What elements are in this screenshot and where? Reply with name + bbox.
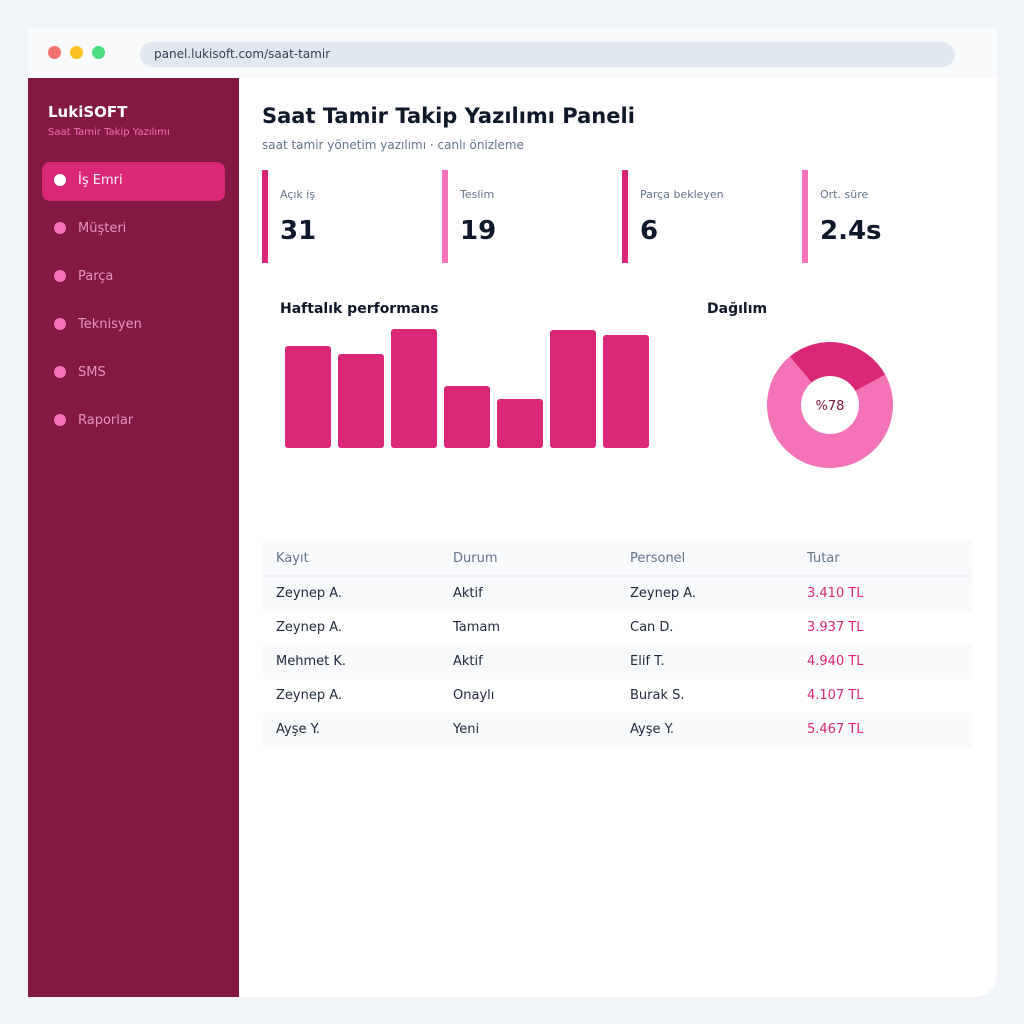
nav-dot-icon — [54, 318, 66, 330]
address-bar[interactable]: panel.lukisoft.com/saat-tamir — [140, 42, 955, 67]
donut-slice-1 — [789, 342, 886, 392]
kpi-value: 2.4s — [820, 216, 882, 246]
table-header-cell[interactable]: Durum — [453, 551, 498, 566]
browser-window: panel.lukisoft.com/saat-tamir LukiSOFT S… — [28, 28, 997, 997]
kpi-card-acik-is: Açık iş 31 — [262, 170, 432, 263]
brand-subtitle: Saat Tamir Takip Yazılımı — [48, 127, 170, 138]
page-subtitle: saat tamir yönetim yazılımı · canlı öniz… — [262, 138, 524, 152]
table-cell-personel: Zeynep A. — [630, 586, 697, 601]
kpi-accent-bar — [442, 170, 448, 263]
table-row[interactable]: Ayşe Y. Yeni Ayşe Y. 5.467 TL — [263, 713, 972, 747]
bar-3 — [391, 329, 437, 448]
bar-4 — [444, 386, 490, 448]
kpi-card-parca-bekleyen: Parça bekleyen 6 — [622, 170, 792, 263]
table-cell-tutar: 3.937 TL — [807, 620, 864, 635]
sidebar-item-label: Raporlar — [78, 413, 134, 428]
table-cell-tutar: 4.107 TL — [807, 688, 864, 703]
bar-2 — [338, 354, 384, 448]
table-cell-durum: Yeni — [453, 722, 480, 737]
page-title: Saat Tamir Takip Yazılımı Paneli — [262, 104, 635, 128]
brand-name: LukiSOFT — [48, 103, 128, 121]
bar-5 — [497, 399, 543, 448]
table-row[interactable]: Zeynep A. Aktif Zeynep A. 3.410 TL — [263, 577, 972, 611]
table-cell-tutar: 3.410 TL — [807, 586, 864, 601]
table-cell-kayit: Zeynep A. — [276, 620, 343, 635]
sidebar-item-label: Teknisyen — [78, 317, 142, 332]
sidebar-item-label: Parça — [78, 269, 114, 284]
kpi-label: Parça bekleyen — [640, 188, 724, 201]
table-cell-durum: Tamam — [453, 620, 501, 635]
distribution-title: Dağılım — [707, 301, 768, 317]
bar-7 — [603, 335, 649, 448]
kpi-label: Açık iş — [280, 188, 316, 201]
table-cell-kayit: Mehmet K. — [276, 654, 347, 669]
donut-center-label: %78 — [816, 399, 845, 414]
donut-slice-2 — [767, 356, 893, 468]
table-cell-personel: Elif T. — [630, 654, 665, 669]
kpi-accent-bar — [262, 170, 268, 263]
table-cell-tutar: 5.467 TL — [807, 722, 864, 737]
kpi-label: Ort. süre — [820, 188, 869, 201]
table-cell-personel: Ayşe Y. — [630, 722, 675, 737]
kpi-value: 31 — [280, 216, 317, 246]
table-cell-tutar: 4.940 TL — [807, 654, 864, 669]
nav-dot-icon — [54, 366, 66, 378]
table-cell-durum: Onaylı — [453, 688, 495, 703]
bar-1 — [285, 346, 331, 448]
records-table: Kayıt Durum Personel Tutar Zeynep A. Akt… — [263, 540, 972, 747]
performance-title: Haftalık performans — [280, 301, 439, 317]
kpi-value: 19 — [460, 216, 497, 246]
sidebar: LukiSOFT Saat Tamir Takip Yazılımı İş Em… — [28, 78, 239, 997]
sidebar-item-teknisyen[interactable]: Teknisyen — [42, 306, 225, 345]
sidebar-item-parca[interactable]: Parça — [42, 258, 225, 297]
sidebar-item-label: İş Emri — [78, 173, 123, 188]
nav-dot-icon — [54, 414, 66, 426]
sidebar-item-is-emri[interactable]: İş Emri — [42, 162, 225, 201]
table-row[interactable]: Zeynep A. Tamam Can D. 3.937 TL — [263, 611, 972, 645]
maximize-window-button[interactable] — [92, 46, 105, 59]
table-cell-personel: Burak S. — [630, 688, 685, 703]
nav-dot-icon — [54, 270, 66, 282]
table-header-cell[interactable]: Tutar — [807, 551, 840, 566]
close-window-button[interactable] — [48, 46, 61, 59]
table-cell-kayit: Zeynep A. — [276, 586, 343, 601]
sidebar-item-sms[interactable]: SMS — [42, 354, 225, 393]
table-row[interactable]: Mehmet K. Aktif Elif T. 4.940 TL — [263, 645, 972, 679]
table-header-cell[interactable]: Personel — [630, 551, 686, 566]
performance-bar-chart — [285, 329, 649, 448]
minimize-window-button[interactable] — [70, 46, 83, 59]
table-cell-durum: Aktif — [453, 586, 483, 601]
table-cell-kayit: Zeynep A. — [276, 688, 343, 703]
kpi-card-ort-sure: Ort. süre 2.4s — [802, 170, 972, 263]
kpi-value: 6 — [640, 216, 659, 246]
kpi-label: Teslim — [460, 188, 495, 201]
table-cell-durum: Aktif — [453, 654, 483, 669]
sidebar-item-label: SMS — [78, 365, 106, 380]
table-cell-kayit: Ayşe Y. — [276, 722, 321, 737]
kpi-accent-bar — [802, 170, 808, 263]
table-cell-personel: Can D. — [630, 620, 674, 635]
table-row[interactable]: Zeynep A. Onaylı Burak S. 4.107 TL — [263, 679, 972, 713]
table-header-row: Kayıt Durum Personel Tutar — [263, 540, 972, 577]
nav-dot-icon — [54, 222, 66, 234]
browser-titlebar: panel.lukisoft.com/saat-tamir — [28, 28, 997, 78]
bar-6 — [550, 330, 596, 448]
distribution-donut-chart: %78 — [767, 342, 893, 468]
sidebar-item-raporlar[interactable]: Raporlar — [42, 402, 225, 441]
table-header-cell[interactable]: Kayıt — [276, 551, 309, 566]
main-content: Saat Tamir Takip Yazılımı Paneli saat ta… — [239, 78, 997, 997]
sidebar-item-label: Müşteri — [78, 221, 127, 236]
kpi-accent-bar — [622, 170, 628, 263]
sidebar-item-musteri[interactable]: Müşteri — [42, 210, 225, 249]
kpi-card-teslim: Teslim 19 — [442, 170, 612, 263]
nav-dot-icon — [54, 174, 66, 186]
